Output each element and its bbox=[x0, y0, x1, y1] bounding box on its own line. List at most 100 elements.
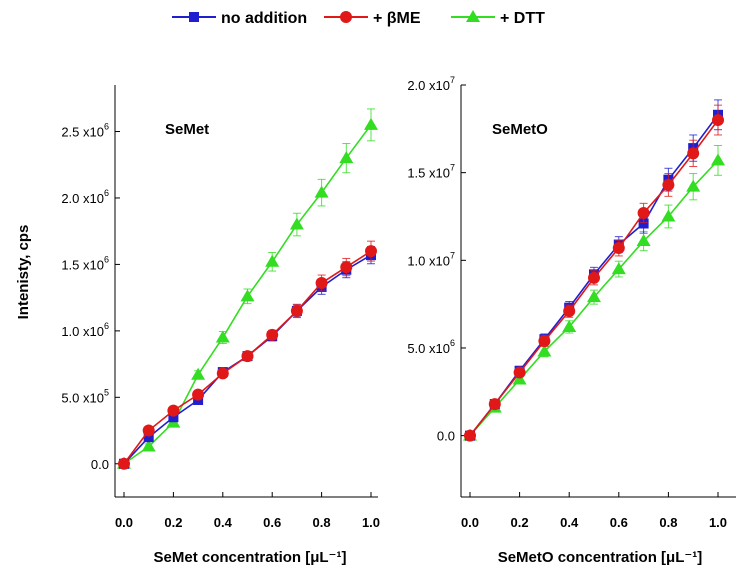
y-tick-exponent: 6 bbox=[104, 321, 109, 331]
x-tick-label: 0.8 bbox=[659, 515, 677, 530]
x-tick-label: 0.2 bbox=[164, 515, 182, 530]
data-point-circle bbox=[588, 271, 600, 284]
legend-label: + DTT bbox=[500, 10, 545, 27]
y-tick-mantissa: 1.0 x10 bbox=[407, 253, 450, 268]
data-point-square bbox=[168, 412, 179, 423]
data-point-square bbox=[143, 432, 154, 443]
y-tick-exponent: 6 bbox=[450, 338, 455, 348]
data-point-circle bbox=[563, 305, 576, 318]
data-point-circle bbox=[290, 304, 303, 317]
data-point-triangle bbox=[289, 217, 304, 230]
y-tick-exponent: 6 bbox=[104, 254, 109, 264]
x-axis-label: SeMetO concentration [μL⁻¹] bbox=[498, 549, 703, 566]
data-point-circle bbox=[142, 424, 155, 437]
y-tick-exponent: 7 bbox=[450, 250, 455, 260]
y-tick-label: 1.5 x106 bbox=[61, 254, 109, 272]
data-point-circle bbox=[637, 206, 650, 219]
y-tick-label: 1.0 x107 bbox=[407, 250, 455, 268]
data-point-circle bbox=[241, 350, 254, 363]
y-tick-mantissa: 0.0 bbox=[91, 457, 109, 472]
legend-marker-triangle bbox=[466, 10, 480, 22]
data-point-square bbox=[638, 218, 649, 229]
x-tick-label: 0.6 bbox=[263, 515, 281, 530]
y-tick-mantissa: 2.0 x10 bbox=[61, 191, 104, 206]
y-tick-exponent: 6 bbox=[104, 188, 109, 198]
data-point-circle bbox=[192, 388, 205, 401]
data-point-triangle bbox=[512, 372, 527, 385]
data-point-triangle bbox=[711, 153, 725, 166]
data-point-circle bbox=[488, 398, 501, 411]
y-tick-mantissa: 0.0 bbox=[437, 429, 455, 444]
y-tick-mantissa: 2.0 x10 bbox=[407, 78, 450, 93]
series-circle bbox=[118, 240, 377, 470]
y-tick-label: 5.0 x106 bbox=[407, 338, 455, 356]
data-point-circle bbox=[538, 334, 551, 347]
y-tick-exponent: 6 bbox=[104, 122, 109, 132]
series-triangle bbox=[463, 144, 725, 441]
x-tick-label: 0.8 bbox=[313, 515, 331, 530]
x-tick-label: 0.0 bbox=[461, 515, 479, 530]
data-point-circle bbox=[612, 242, 625, 255]
y-tick-label: 2.0 x107 bbox=[407, 75, 455, 93]
data-point-triangle bbox=[339, 151, 354, 164]
series-circle bbox=[464, 104, 724, 442]
data-point-triangle bbox=[636, 234, 651, 247]
x-tick-label: 0.6 bbox=[610, 515, 628, 530]
x-tick-label: 0.2 bbox=[511, 515, 529, 530]
data-point-triangle bbox=[537, 344, 552, 357]
y-tick-mantissa: 5.0 x10 bbox=[407, 341, 450, 356]
x-tick-label: 0.4 bbox=[214, 515, 233, 530]
data-point-circle bbox=[712, 114, 724, 127]
data-point-triangle bbox=[141, 439, 156, 452]
x-tick-label: 1.0 bbox=[709, 515, 727, 530]
data-point-triangle bbox=[686, 179, 701, 192]
legend-marker-square bbox=[189, 12, 199, 22]
data-point-circle bbox=[266, 328, 279, 341]
y-tick-mantissa: 1.0 x10 bbox=[61, 324, 104, 339]
y-tick-exponent: 7 bbox=[450, 75, 455, 85]
y-tick-label: 2.0 x106 bbox=[61, 188, 109, 206]
y-tick-mantissa: 5.0 x10 bbox=[61, 390, 104, 405]
legend-item: no addition bbox=[172, 10, 307, 27]
legend-item: + βME bbox=[324, 10, 421, 27]
y-tick-label: 1.0 x106 bbox=[61, 321, 109, 339]
data-point-circle bbox=[118, 457, 130, 470]
panel-title: SeMet bbox=[165, 121, 209, 138]
data-point-circle bbox=[513, 366, 526, 379]
data-point-triangle bbox=[364, 117, 378, 130]
y-tick-mantissa: 2.5 x10 bbox=[61, 125, 104, 140]
panel-title: SeMetO bbox=[492, 121, 548, 138]
data-point-circle bbox=[216, 367, 229, 380]
y-tick-label: 0.0 bbox=[437, 429, 455, 444]
y-tick-label: 0.0 bbox=[91, 457, 109, 472]
y-tick-mantissa: 1.5 x10 bbox=[407, 166, 450, 181]
legend-label: + βME bbox=[373, 10, 421, 27]
y-tick-label: 5.0 x105 bbox=[61, 387, 109, 405]
data-point-triangle bbox=[661, 209, 676, 222]
data-point-triangle bbox=[562, 319, 577, 332]
legend: no addition + βME + DTT bbox=[172, 10, 545, 27]
data-point-circle bbox=[167, 404, 180, 417]
y-tick-exponent: 7 bbox=[450, 163, 455, 173]
data-point-triangle bbox=[587, 290, 601, 303]
data-point-circle bbox=[464, 429, 476, 442]
data-point-circle bbox=[687, 147, 700, 160]
data-point-triangle bbox=[215, 330, 230, 343]
data-point-triangle bbox=[240, 289, 255, 302]
y-tick-exponent: 5 bbox=[104, 387, 109, 397]
legend-label: no addition bbox=[221, 10, 307, 27]
legend-marker-circle bbox=[340, 11, 352, 23]
data-point-circle bbox=[662, 178, 675, 191]
data-point-circle bbox=[365, 245, 377, 258]
data-point-triangle bbox=[314, 185, 329, 198]
series-triangle bbox=[117, 108, 378, 469]
y-tick-label: 1.5 x107 bbox=[407, 163, 455, 181]
y-tick-label: 2.5 x106 bbox=[61, 122, 109, 140]
data-point-circle bbox=[340, 261, 353, 274]
y-axis-label: Intenisty, cps bbox=[15, 225, 32, 320]
y-tick-mantissa: 1.5 x10 bbox=[61, 257, 104, 272]
series-square bbox=[465, 99, 723, 441]
data-point-circle bbox=[315, 277, 328, 290]
